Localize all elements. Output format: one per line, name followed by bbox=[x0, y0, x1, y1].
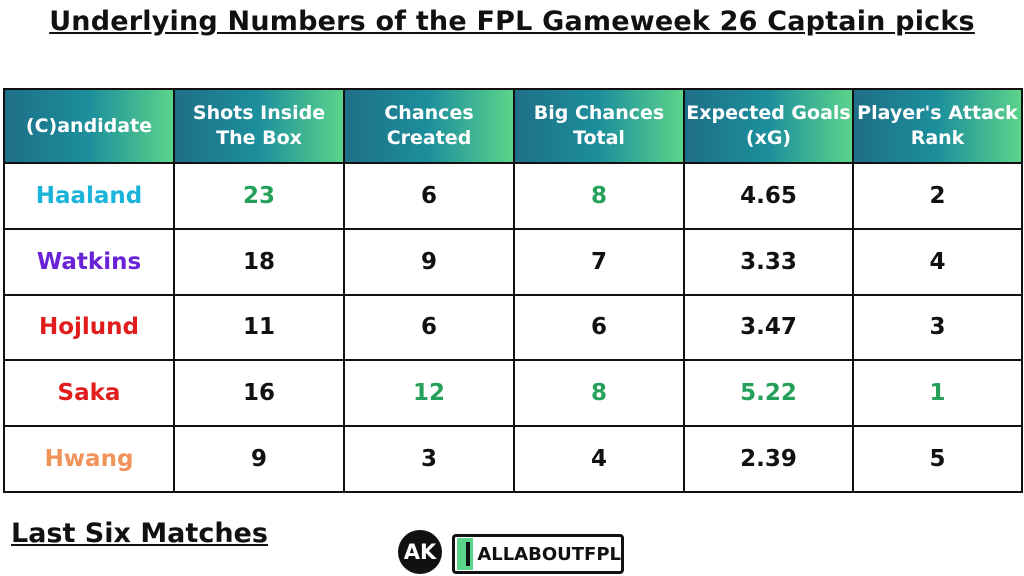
candidate-name: Hwang bbox=[3, 425, 175, 493]
cell-big-chances: 8 bbox=[513, 359, 685, 428]
cell-shots-inside-box: 23 bbox=[173, 162, 345, 230]
candidate-name: Saka bbox=[3, 359, 175, 428]
cell-shots-inside-box: 11 bbox=[173, 293, 345, 362]
cell-attack-rank: 1 bbox=[852, 359, 1023, 428]
pitch-icon bbox=[457, 538, 474, 570]
candidate-name: Watkins bbox=[3, 227, 175, 296]
cell-expected-goals: 3.47 bbox=[683, 293, 854, 362]
table-row: Hwang 9 3 4 2.39 5 bbox=[3, 425, 1023, 493]
cell-big-chances: 7 bbox=[513, 227, 685, 296]
cell-chances-created: 9 bbox=[343, 227, 515, 296]
cell-shots-inside-box: 16 bbox=[173, 359, 345, 428]
candidate-name: Hojlund bbox=[3, 293, 175, 362]
ak-logo-icon: AK bbox=[398, 530, 442, 574]
header-chances-created: Chances Created bbox=[343, 88, 515, 164]
table-row: Watkins 18 9 7 3.33 4 bbox=[3, 227, 1023, 296]
cell-big-chances: 4 bbox=[513, 425, 685, 493]
cell-attack-rank: 5 bbox=[852, 425, 1023, 493]
brand-logo: ALLABOUTFPL bbox=[452, 534, 624, 574]
table-row: Haaland 23 6 8 4.65 2 bbox=[3, 162, 1023, 230]
table-header-row: (C)andidate Shots Inside The Box Chances… bbox=[3, 88, 1023, 164]
cell-attack-rank: 3 bbox=[852, 293, 1023, 362]
header-candidate: (C)andidate bbox=[3, 88, 175, 164]
header-shots-inside-box: Shots Inside The Box bbox=[173, 88, 345, 164]
cell-chances-created: 3 bbox=[343, 425, 515, 493]
cell-shots-inside-box: 18 bbox=[173, 227, 345, 296]
header-expected-goals: Expected Goals (xG) bbox=[683, 88, 854, 164]
cell-shots-inside-box: 9 bbox=[173, 425, 345, 493]
cell-attack-rank: 4 bbox=[852, 227, 1023, 296]
header-attack-rank: Player's Attack Rank bbox=[852, 88, 1023, 164]
cell-chances-created: 6 bbox=[343, 293, 515, 362]
cell-chances-created: 12 bbox=[343, 359, 515, 428]
table-row: Hojlund 11 6 6 3.47 3 bbox=[3, 293, 1023, 362]
footer-label: Last Six Matches bbox=[11, 518, 268, 549]
table-row: Saka 16 12 8 5.22 1 bbox=[3, 359, 1023, 428]
captain-stats-table: (C)andidate Shots Inside The Box Chances… bbox=[3, 88, 1023, 493]
cell-big-chances: 8 bbox=[513, 162, 685, 230]
candidate-name: Haaland bbox=[3, 162, 175, 230]
cell-expected-goals: 4.65 bbox=[683, 162, 854, 230]
cell-big-chances: 6 bbox=[513, 293, 685, 362]
cell-attack-rank: 2 bbox=[852, 162, 1023, 230]
header-big-chances: Big Chances Total bbox=[513, 88, 685, 164]
table-body: Haaland 23 6 8 4.65 2 Watkins 18 9 7 3.33 4 Hojlund 1… bbox=[3, 162, 1023, 493]
cell-expected-goals: 5.22 bbox=[683, 359, 854, 428]
brand-name: ALLABOUTFPL bbox=[477, 543, 621, 565]
cell-chances-created: 6 bbox=[343, 162, 515, 230]
cell-expected-goals: 3.33 bbox=[683, 227, 854, 296]
page-title: Underlying Numbers of the FPL Gameweek 2… bbox=[49, 6, 975, 37]
cell-expected-goals: 2.39 bbox=[683, 425, 854, 493]
